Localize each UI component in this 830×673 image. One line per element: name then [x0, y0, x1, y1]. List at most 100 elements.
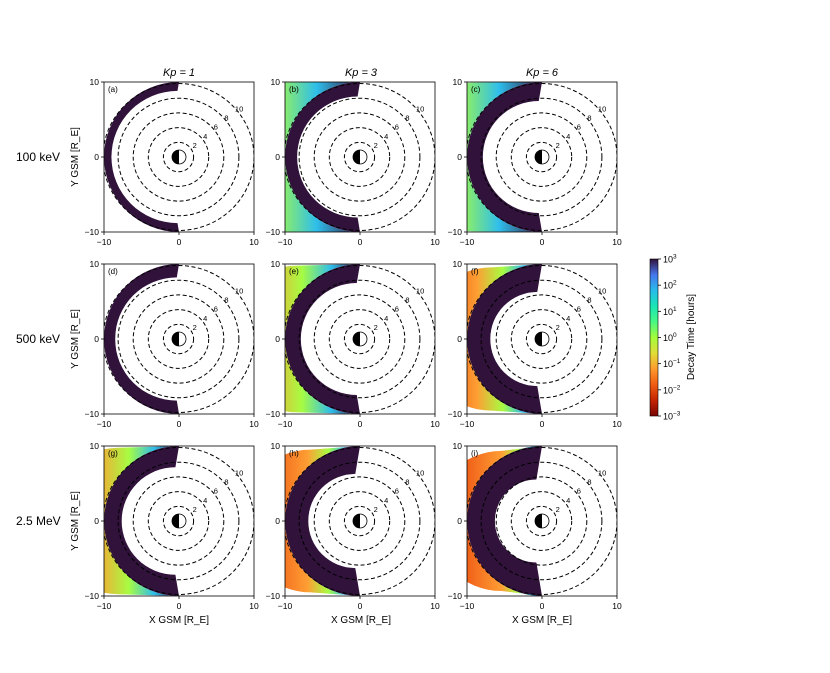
- l-shell-contour: [313, 294, 406, 384]
- x-tick-label: 0: [540, 237, 545, 247]
- row-label-100kev: 100 keV: [16, 150, 60, 164]
- l-shell-contour: [525, 505, 558, 537]
- decay-region-max: [285, 82, 360, 232]
- l-shell-label: 2: [193, 505, 197, 514]
- l-shell-contour: [495, 476, 588, 566]
- l-shell-label: 8: [224, 114, 228, 123]
- x-tick-label: 10: [612, 419, 622, 429]
- earth-night-side: [172, 332, 179, 346]
- x-tick-label: −10: [97, 601, 112, 611]
- panel-letter: (f): [471, 267, 479, 276]
- y-tick-label: 10: [271, 77, 281, 87]
- x-tick-label: −10: [460, 419, 475, 429]
- x-tick-label: 10: [249, 237, 259, 247]
- y-tick-label: 10: [453, 77, 463, 87]
- l-shell-contour: [495, 112, 588, 202]
- l-shell-label: 6: [577, 305, 581, 314]
- x-tick-label: 10: [249, 419, 259, 429]
- l-shell-label: 10: [598, 104, 606, 113]
- decay-region-max: [467, 446, 542, 596]
- row-label-500kev: 500 keV: [16, 332, 60, 346]
- colorbar-tick-label: 10−2: [663, 384, 681, 395]
- panel-letter: (g): [108, 449, 118, 458]
- row-label-2-5mev: 2.5 MeV: [16, 514, 61, 528]
- l-shell-label: 10: [235, 286, 243, 295]
- y-tick-label: 10: [453, 259, 463, 269]
- earth-night-side: [172, 150, 179, 164]
- l-shell-contour: [117, 97, 240, 217]
- l-shell-contour: [343, 505, 376, 537]
- l-shell-label: 6: [577, 487, 581, 496]
- colorbar-tick-label: 103: [663, 254, 677, 265]
- x-tick-label: 0: [358, 237, 363, 247]
- panel-letter: (d): [108, 267, 118, 276]
- l-shell-label: 4: [203, 132, 207, 141]
- decay-region-gradient: [467, 446, 542, 596]
- y-tick-label: 0: [457, 334, 462, 344]
- x-tick-label: −10: [278, 419, 293, 429]
- l-shell-contour: [298, 461, 421, 581]
- decay-region-gradient: [285, 446, 360, 596]
- x-tick-label: −10: [460, 601, 475, 611]
- l-shell-contour: [480, 279, 603, 399]
- l-shell-label: 2: [374, 323, 378, 332]
- decay-region-max: [467, 82, 542, 232]
- earth-night-side: [535, 150, 542, 164]
- l-shell-contour: [343, 141, 376, 173]
- l-shell-contour: [162, 323, 195, 355]
- y-tick-label: 10: [271, 259, 281, 269]
- colorbar-gradient: [649, 258, 659, 417]
- decay-region-max: [104, 264, 179, 414]
- l-shell-contour: [313, 476, 406, 566]
- y-tick-label: 10: [271, 441, 281, 451]
- x-tick-label: 10: [612, 601, 622, 611]
- l-shell-label: 10: [598, 286, 606, 295]
- colorbar-label: Decay Time [hours]: [686, 294, 697, 380]
- x-tick-label: 0: [177, 601, 182, 611]
- earth-night-side: [172, 514, 179, 528]
- l-shell-label: 10: [416, 468, 424, 477]
- l-shell-label: 8: [587, 296, 591, 305]
- l-shell-label: 2: [374, 505, 378, 514]
- l-shell-label: 10: [235, 104, 243, 113]
- y-tick-label: −10: [266, 591, 281, 601]
- colorbar-tick-label: 102: [663, 280, 677, 291]
- decay-region-max: [104, 446, 179, 596]
- l-shell-contour: [328, 127, 391, 187]
- colorbar: 103 102 101 100 10−1 10−2 10−3 Decay Time [hou…: [649, 254, 697, 422]
- x-tick-label: −10: [278, 237, 293, 247]
- y-tick-label: −10: [266, 409, 281, 419]
- decay-region-gradient: [467, 82, 542, 232]
- y-tick-label: 0: [94, 152, 99, 162]
- y-tick-label: 10: [90, 441, 100, 451]
- earth-night-side: [353, 332, 360, 346]
- l-shell-contour: [117, 279, 240, 399]
- l-shell-contour: [117, 461, 240, 581]
- l-shell-contour: [132, 112, 225, 202]
- y-axis-label: Y GSM [R_E]: [70, 491, 81, 551]
- earth-night-side: [353, 150, 360, 164]
- x-tick-label: 0: [358, 601, 363, 611]
- l-shell-label: 4: [566, 132, 570, 141]
- panel-letter: (c): [471, 85, 481, 94]
- earth-night-side: [535, 514, 542, 528]
- l-shell-contour: [343, 323, 376, 355]
- colorbar-tick-label: 10−3: [663, 411, 681, 422]
- l-shell-label: 8: [587, 478, 591, 487]
- decay-region-gradient: [104, 446, 179, 596]
- y-tick-label: −10: [85, 227, 100, 237]
- y-tick-label: 10: [453, 441, 463, 451]
- l-shell-label: 4: [384, 314, 388, 323]
- l-shell-label: 2: [556, 323, 560, 332]
- l-shell-label: 4: [566, 314, 570, 323]
